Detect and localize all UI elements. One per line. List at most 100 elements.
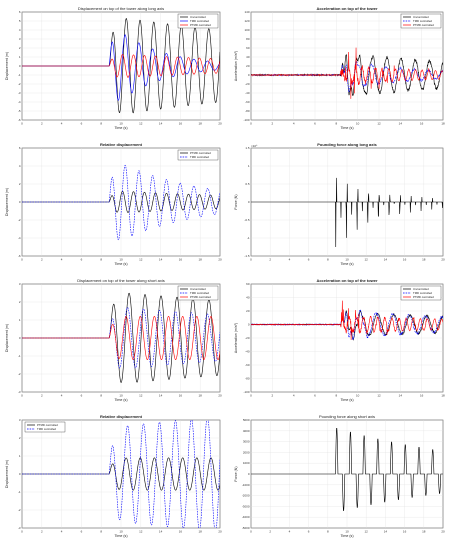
x-tick-label: 14 (384, 530, 388, 534)
y-tick-label: 5 (19, 19, 21, 23)
legend-box (177, 149, 219, 161)
x-tick-label: 6 (81, 258, 83, 262)
x-tick-label: 16 (179, 530, 183, 534)
series-line-2 (22, 316, 220, 360)
x-axis-label: Time (s) (340, 534, 353, 538)
x-tick-label: 18 (441, 122, 445, 126)
y-tick-label: 0 (248, 323, 250, 327)
y-tick-label: 60 (246, 282, 250, 286)
x-tick-label: 14 (159, 122, 163, 126)
y-tick-label: -5000 (242, 526, 250, 530)
series-line-0 (22, 190, 220, 213)
chart-p8: 0 2 4 6 8 10 12 14 16 18 20 -5000 -4000 -3000 -2000 -10… (234, 414, 445, 538)
y-tick-label: -2 (18, 82, 21, 86)
x-tick-label: 12 (139, 258, 143, 262)
y-tick-label: 4000 (243, 429, 250, 433)
x-tick-label: 16 (403, 530, 407, 534)
y-tick-label: 1000 (243, 461, 250, 465)
x-tick-label: 20 (441, 530, 445, 534)
y-tick-label: 0 (248, 472, 250, 476)
x-tick-label: 18 (199, 530, 203, 534)
x-tick-label: 20 (218, 258, 222, 262)
x-tick-label: 8 (100, 122, 102, 126)
y-tick-label: 80 (246, 37, 250, 41)
x-tick-label: 14 (159, 258, 163, 262)
y-tick-label: -1.5 (244, 254, 250, 258)
legend-label: TMD controlled (190, 155, 209, 159)
x-tick-label: 2 (41, 530, 43, 534)
y-exponent: ×10⁶ (251, 144, 258, 148)
chart-title: Acceleration on top of the tower (316, 278, 378, 283)
legend-label: Uncontrolled (413, 287, 429, 291)
x-tick-label: 6 (81, 530, 83, 534)
x-tick-label: 10 (119, 394, 123, 398)
legend-box (24, 421, 66, 433)
legend-label: PTMD controlled (190, 23, 211, 27)
y-tick-label: -3 (18, 390, 21, 394)
legend-label: TMD controlled (190, 19, 209, 23)
y-tick-label: 4 (19, 28, 21, 32)
y-tick-label: 20 (246, 64, 250, 68)
x-tick-label: 0 (250, 258, 252, 262)
x-tick-label: 2 (41, 394, 43, 398)
series-line-1 (22, 164, 220, 241)
y-tick-label: -5 (18, 109, 21, 113)
y-tick-label: 0 (248, 73, 250, 77)
y-tick-label: -3 (18, 91, 21, 95)
y-tick-label: 4 (19, 164, 21, 168)
y-tick-label: -100 (243, 118, 249, 122)
legend-box (177, 285, 219, 301)
x-tick-label: 2 (269, 258, 271, 262)
y-tick-label: 0 (19, 336, 21, 340)
x-tick-label: 20 (218, 394, 222, 398)
y-tick-label: 3000 (243, 440, 250, 444)
x-tick-label: 18 (441, 394, 445, 398)
x-tick-label: 8 (100, 530, 102, 534)
x-tick-label: 12 (139, 122, 143, 126)
chart-p1: 0 2 4 6 8 10 12 14 16 18 20-6-5-4-3-2-10123456Disp… (5, 6, 222, 130)
y-tick-label: -2000 (242, 494, 250, 498)
legend-label: Uncontrolled (190, 15, 206, 19)
y-tick-label: 40 (246, 55, 250, 59)
x-tick-label: 0 (250, 530, 252, 534)
y-tick-label: -1 (18, 354, 21, 358)
series-line-0 (22, 457, 220, 491)
chart-p5: 0 2 4 6 8 10 12 14 16 18 20-3-2-10123Displacement … (5, 278, 222, 402)
x-tick-label: 12 (365, 258, 369, 262)
series-line-1 (22, 307, 220, 369)
x-axis-label: Time (s) (114, 126, 127, 130)
y-tick-label: -4 (18, 236, 21, 240)
x-tick-label: 18 (422, 258, 426, 262)
x-axis-label: Time (s) (114, 262, 127, 266)
x-tick-label: 10 (345, 530, 349, 534)
x-tick-label: 16 (420, 122, 424, 126)
x-tick-label: 8 (327, 530, 329, 534)
y-tick-label: -2 (18, 372, 21, 376)
x-tick-label: 6 (308, 258, 310, 262)
x-tick-label: 0 (250, 122, 252, 126)
x-tick-label: 8 (335, 394, 337, 398)
chart-title: Pounding force along short axis (319, 414, 375, 419)
x-tick-label: 8 (335, 122, 337, 126)
x-axis-label: Time (s) (114, 398, 127, 402)
y-tick-label: -4000 (242, 515, 250, 519)
x-tick-label: 0 (21, 530, 23, 534)
chart-p3: 0 2 4 6 8 10 12 14 16 18 20 -6 -4 -2 0 2 4 6 Relative disp… (5, 142, 222, 266)
x-tick-label: 6 (314, 122, 316, 126)
y-tick-label: -80 (245, 377, 250, 381)
x-tick-label: 10 (345, 258, 349, 262)
x-tick-label: 2 (271, 394, 273, 398)
x-tick-label: 4 (61, 258, 63, 262)
legend-label: TMD controlled (413, 291, 432, 295)
chart-p2: 0 2 4 6 8 10 12 14 16 18 -100 -80 -60 -40 -20 0 20 40 60 80… (234, 6, 445, 130)
x-tick-label: 6 (81, 122, 83, 126)
y-tick-label: 3 (19, 37, 21, 41)
y-tick-label: -20 (245, 336, 250, 340)
legend-label: PTMD controlled (190, 295, 211, 299)
x-tick-label: 4 (289, 258, 291, 262)
y-tick-label: 0.5 (245, 182, 250, 186)
y-tick-label: -3 (18, 526, 21, 530)
